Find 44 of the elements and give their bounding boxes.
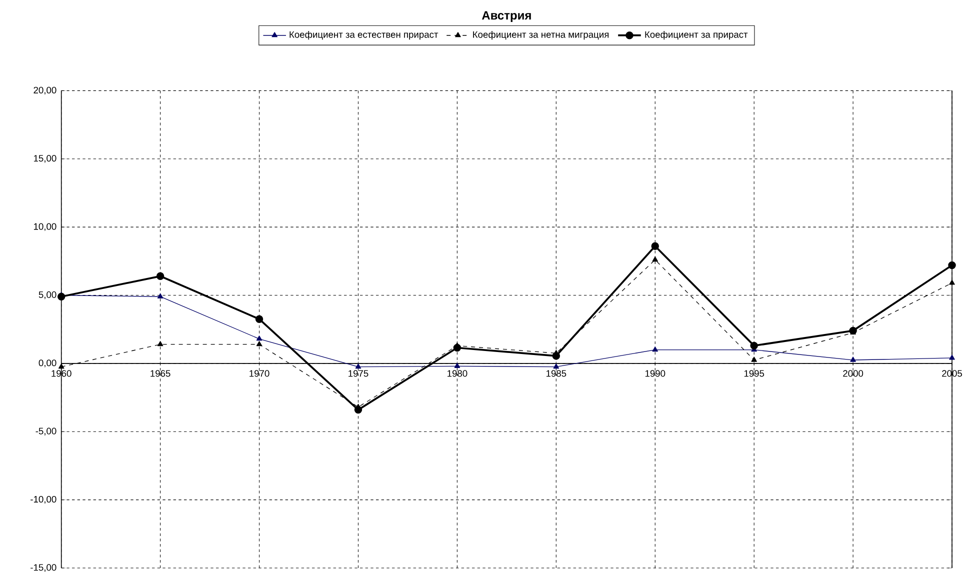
point	[651, 242, 659, 250]
y-tick-label: -10,00	[30, 496, 56, 504]
point	[157, 341, 164, 346]
point	[156, 272, 164, 280]
y-tick-label: 0,00	[38, 360, 56, 368]
point	[949, 280, 955, 285]
y-tick-label: 15,00	[34, 155, 56, 163]
point	[849, 326, 857, 335]
point	[453, 344, 462, 352]
x-tick-label: 2000	[843, 370, 864, 377]
point	[750, 342, 758, 350]
point	[57, 292, 66, 300]
x-tick-label: 1985	[546, 370, 566, 377]
point	[751, 356, 757, 362]
x-tick-label: 1965	[150, 370, 170, 377]
point	[255, 315, 264, 323]
point	[552, 352, 560, 360]
point	[949, 354, 955, 360]
point	[948, 261, 956, 270]
point	[157, 293, 164, 298]
y-tick-label: 5,00	[38, 291, 56, 300]
point	[454, 362, 460, 368]
x-tick-label: 1975	[348, 370, 368, 377]
x-tick-label: 1995	[744, 370, 764, 377]
point	[355, 364, 362, 369]
point	[553, 364, 560, 369]
chart-title: Австрия	[482, 11, 531, 22]
x-tick-label: 1980	[448, 370, 468, 377]
y-tick-label: 20,00	[34, 86, 56, 95]
point	[58, 364, 64, 369]
point	[850, 356, 856, 362]
x-tick-label: 1990	[645, 370, 666, 377]
y-tick-label: -5,00	[36, 428, 56, 436]
y-tick-label: 10,00	[34, 223, 56, 231]
point	[652, 346, 658, 352]
point	[354, 406, 362, 414]
point	[256, 336, 262, 341]
point	[652, 256, 658, 262]
point	[256, 341, 262, 346]
legend-label: Коефициент за естествен прираст	[290, 30, 438, 40]
legend-label: Коефициент за прираст	[645, 30, 748, 40]
x-tick-label: 1970	[250, 370, 270, 377]
y-tick-label: -15,00	[30, 564, 56, 572]
legend-label: Коефициент за нетна миграция	[473, 30, 609, 40]
